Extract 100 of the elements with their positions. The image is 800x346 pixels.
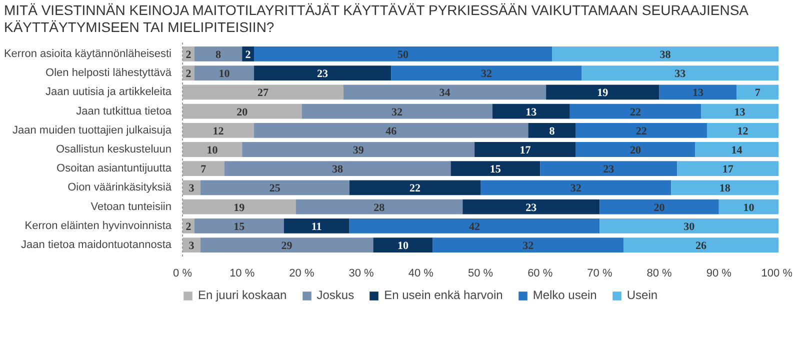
bar — [432, 238, 624, 252]
data-label: 32 — [522, 240, 534, 252]
data-label: 33 — [674, 68, 686, 80]
bar — [576, 142, 696, 157]
bar — [677, 161, 778, 176]
y-tick-label: Jaan muiden tuottajien julkaisuja — [12, 124, 172, 136]
bar — [582, 66, 778, 81]
data-label: 13 — [734, 106, 746, 118]
data-label: 19 — [234, 202, 246, 214]
y-tick-label: Olen helposti lähestyttävä — [46, 67, 172, 80]
bar — [695, 142, 778, 157]
bar — [224, 161, 451, 176]
bar — [349, 180, 480, 196]
bar — [528, 122, 576, 138]
data-label: 2 — [245, 48, 252, 61]
data-label: 3 — [188, 240, 195, 252]
bar — [462, 199, 600, 214]
x-tick-label: 40 % — [408, 268, 434, 280]
bar — [576, 122, 707, 138]
y-tick-label: Kerron eläinten hyvinvoinnista — [24, 220, 172, 232]
legend-label: Joskus — [316, 288, 354, 302]
bar — [296, 199, 463, 214]
y-tick-label: Jaan tutkittua tietoa — [76, 105, 172, 118]
data-label: 10 — [398, 240, 410, 252]
data-label: 32 — [392, 106, 404, 118]
data-label: 19 — [597, 87, 609, 100]
data-label: 23 — [603, 164, 615, 176]
data-label: 11 — [311, 220, 322, 233]
bar — [200, 180, 350, 196]
data-label: 2 — [186, 220, 192, 233]
bar — [701, 104, 778, 119]
bar — [284, 218, 350, 234]
bar — [659, 84, 737, 100]
data-label: 10 — [206, 144, 218, 156]
bar — [242, 142, 475, 157]
data-label: 13 — [692, 87, 704, 100]
data-label: 14 — [731, 144, 743, 156]
data-label: 10 — [743, 202, 755, 214]
data-label: 23 — [526, 202, 538, 214]
data-label: 29 — [281, 240, 293, 252]
data-label: 38 — [660, 48, 672, 61]
bar — [450, 161, 540, 176]
bar — [391, 66, 582, 81]
bar — [254, 66, 392, 81]
data-label: 3 — [188, 182, 195, 195]
bar — [194, 46, 242, 62]
bar — [540, 161, 678, 176]
data-label: 30 — [684, 220, 696, 233]
y-tick-label: Kerron asioita käytännönläheisesti — [4, 48, 172, 60]
legend-label: En usein enkä harvoin — [384, 288, 503, 302]
data-label: 22 — [409, 182, 421, 195]
data-label: 23 — [317, 68, 329, 80]
legend-label: Melko usein — [532, 288, 597, 302]
x-tick-label: 30 % — [348, 268, 374, 280]
bar — [254, 122, 528, 138]
data-label: 15 — [234, 220, 246, 233]
bar — [182, 142, 242, 157]
data-label: 2 — [186, 68, 192, 80]
bar — [474, 142, 576, 157]
data-label: 2 — [186, 48, 192, 61]
bar — [182, 161, 224, 176]
bar — [492, 104, 570, 119]
bar — [552, 46, 778, 62]
bar — [671, 180, 778, 196]
data-label: 28 — [374, 202, 386, 214]
bar — [343, 84, 546, 100]
data-label: 34 — [439, 87, 451, 100]
data-label: 18 — [719, 182, 731, 195]
bar — [200, 238, 374, 252]
data-label: 26 — [696, 240, 708, 252]
data-label: 10 — [218, 68, 230, 80]
x-tick-label: 50 % — [468, 268, 494, 280]
data-label: 20 — [654, 202, 666, 214]
bar — [302, 104, 492, 119]
bar — [182, 122, 254, 138]
data-label: 17 — [722, 164, 734, 176]
bar — [600, 218, 778, 234]
bar — [182, 238, 200, 252]
data-label: 50 — [398, 48, 410, 61]
data-label: 8 — [216, 48, 222, 61]
y-tick-label: Jaan uutisia ja artikkeleita — [46, 86, 172, 98]
y-tick-label: Osallistun keskusteluun — [56, 144, 172, 156]
legend-label: En juuri koskaan — [198, 288, 287, 302]
bar — [194, 218, 284, 234]
data-label: 38 — [332, 164, 344, 176]
data-label: 17 — [520, 144, 532, 156]
x-tick-label: 60 % — [528, 268, 553, 280]
y-tick-label: Oion väärinkäsityksiä — [68, 182, 172, 194]
bar — [254, 46, 552, 62]
x-tick-label: 20 % — [289, 268, 314, 280]
data-label: 22 — [636, 125, 648, 138]
bar — [349, 218, 600, 234]
x-tick-label: 70 % — [587, 268, 612, 280]
x-tick-label: 80 % — [646, 268, 672, 280]
data-label: 8 — [549, 125, 556, 138]
data-label: 39 — [352, 144, 364, 156]
x-tick-label: 0 % — [173, 268, 192, 280]
data-label: 12 — [212, 125, 224, 138]
data-label: 20 — [630, 144, 642, 156]
data-label: 22 — [630, 106, 642, 118]
